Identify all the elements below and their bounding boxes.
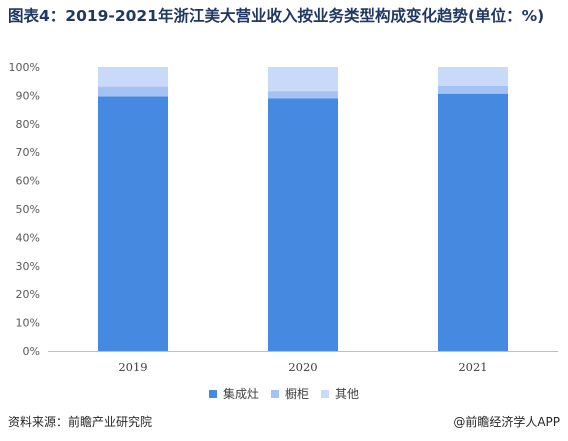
legend-swatch (270, 389, 279, 398)
bar-segment (438, 67, 508, 86)
bar-segment (268, 91, 338, 99)
legend-label: 其他 (335, 387, 360, 401)
legend-item: 橱柜 (270, 385, 309, 402)
legend-swatch (321, 389, 329, 398)
legend-item: 其他 (321, 385, 359, 402)
y-tick-label: 0% (23, 345, 40, 358)
x-tick-label: 2020 (288, 360, 317, 374)
y-tick-label: 90% (16, 89, 40, 102)
bar-segment (268, 98, 338, 352)
x-axis: 2019 2020 2021 (118, 360, 487, 374)
bar-segment (438, 85, 508, 94)
bars (98, 67, 508, 352)
y-tick-label: 70% (16, 146, 40, 159)
bar-segment (268, 67, 338, 92)
y-tick-label: 60% (16, 175, 40, 188)
bar-segment (98, 86, 168, 97)
legend-item: 集成灶 (208, 385, 259, 402)
bar-segment (438, 93, 508, 352)
y-tick-label: 50% (16, 203, 40, 216)
bar-segment (98, 67, 168, 87)
legend: 集成灶 橱柜 其他 (0, 385, 568, 402)
y-tick-label: 100% (9, 61, 40, 74)
legend-swatch (208, 389, 217, 398)
bar-segment (98, 96, 168, 351)
y-tick-label: 40% (16, 231, 40, 244)
chart-title: 图表4：2019-2021年浙江美大营业收入按业务类型构成变化趋势(单位：%) (8, 7, 545, 25)
x-tick-label: 2021 (458, 360, 487, 374)
y-tick-label: 80% (16, 118, 40, 131)
y-tick-label: 20% (16, 288, 40, 301)
y-tick-label: 10% (16, 317, 40, 330)
legend-label: 橱柜 (284, 387, 309, 401)
y-axis: 0% 10% 20% 30% 40% 50% 60% 70% 80% 90% 100% (9, 61, 40, 358)
brand-note: @前瞻经济学人APP (453, 415, 560, 429)
legend-label: 集成灶 (222, 387, 259, 401)
y-tick-label: 30% (16, 260, 40, 273)
source-note: 资料来源：前瞻产业研究院 (8, 415, 153, 429)
x-tick-label: 2019 (118, 360, 147, 374)
